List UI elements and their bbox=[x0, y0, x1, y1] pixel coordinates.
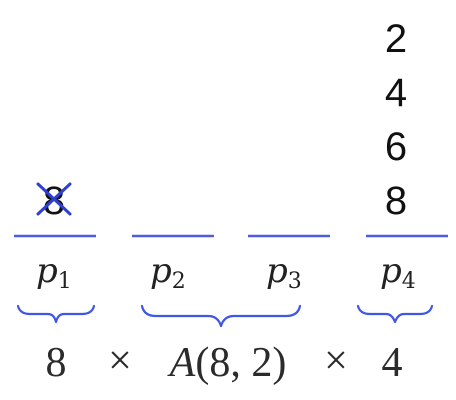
slot-label-p3: p3 bbox=[266, 251, 302, 294]
formula-term-arrangement: A(8, 2) bbox=[167, 340, 287, 386]
p4-value-6: 6 bbox=[385, 125, 407, 169]
formula-term-4: 4 bbox=[382, 340, 403, 386]
formula-term-8: 8 bbox=[46, 340, 67, 386]
p4-value-4: 4 bbox=[385, 71, 407, 115]
brace-p4-icon bbox=[356, 304, 434, 324]
slot-label-p1: p1 bbox=[36, 251, 72, 294]
p1-crossed-value: 8 bbox=[36, 179, 72, 223]
p4-value-8: 8 bbox=[385, 179, 407, 223]
slot-label-p4: p4 bbox=[380, 251, 416, 294]
brace-p1-icon bbox=[16, 304, 96, 324]
formula-times-1: × bbox=[108, 338, 132, 384]
formula-times-2: × bbox=[324, 338, 348, 384]
cross-mark-icon bbox=[36, 182, 72, 216]
p4-value-2: 2 bbox=[385, 17, 407, 61]
slot-label-p2: p2 bbox=[150, 251, 186, 294]
brace-p2-p3-icon bbox=[140, 304, 302, 328]
